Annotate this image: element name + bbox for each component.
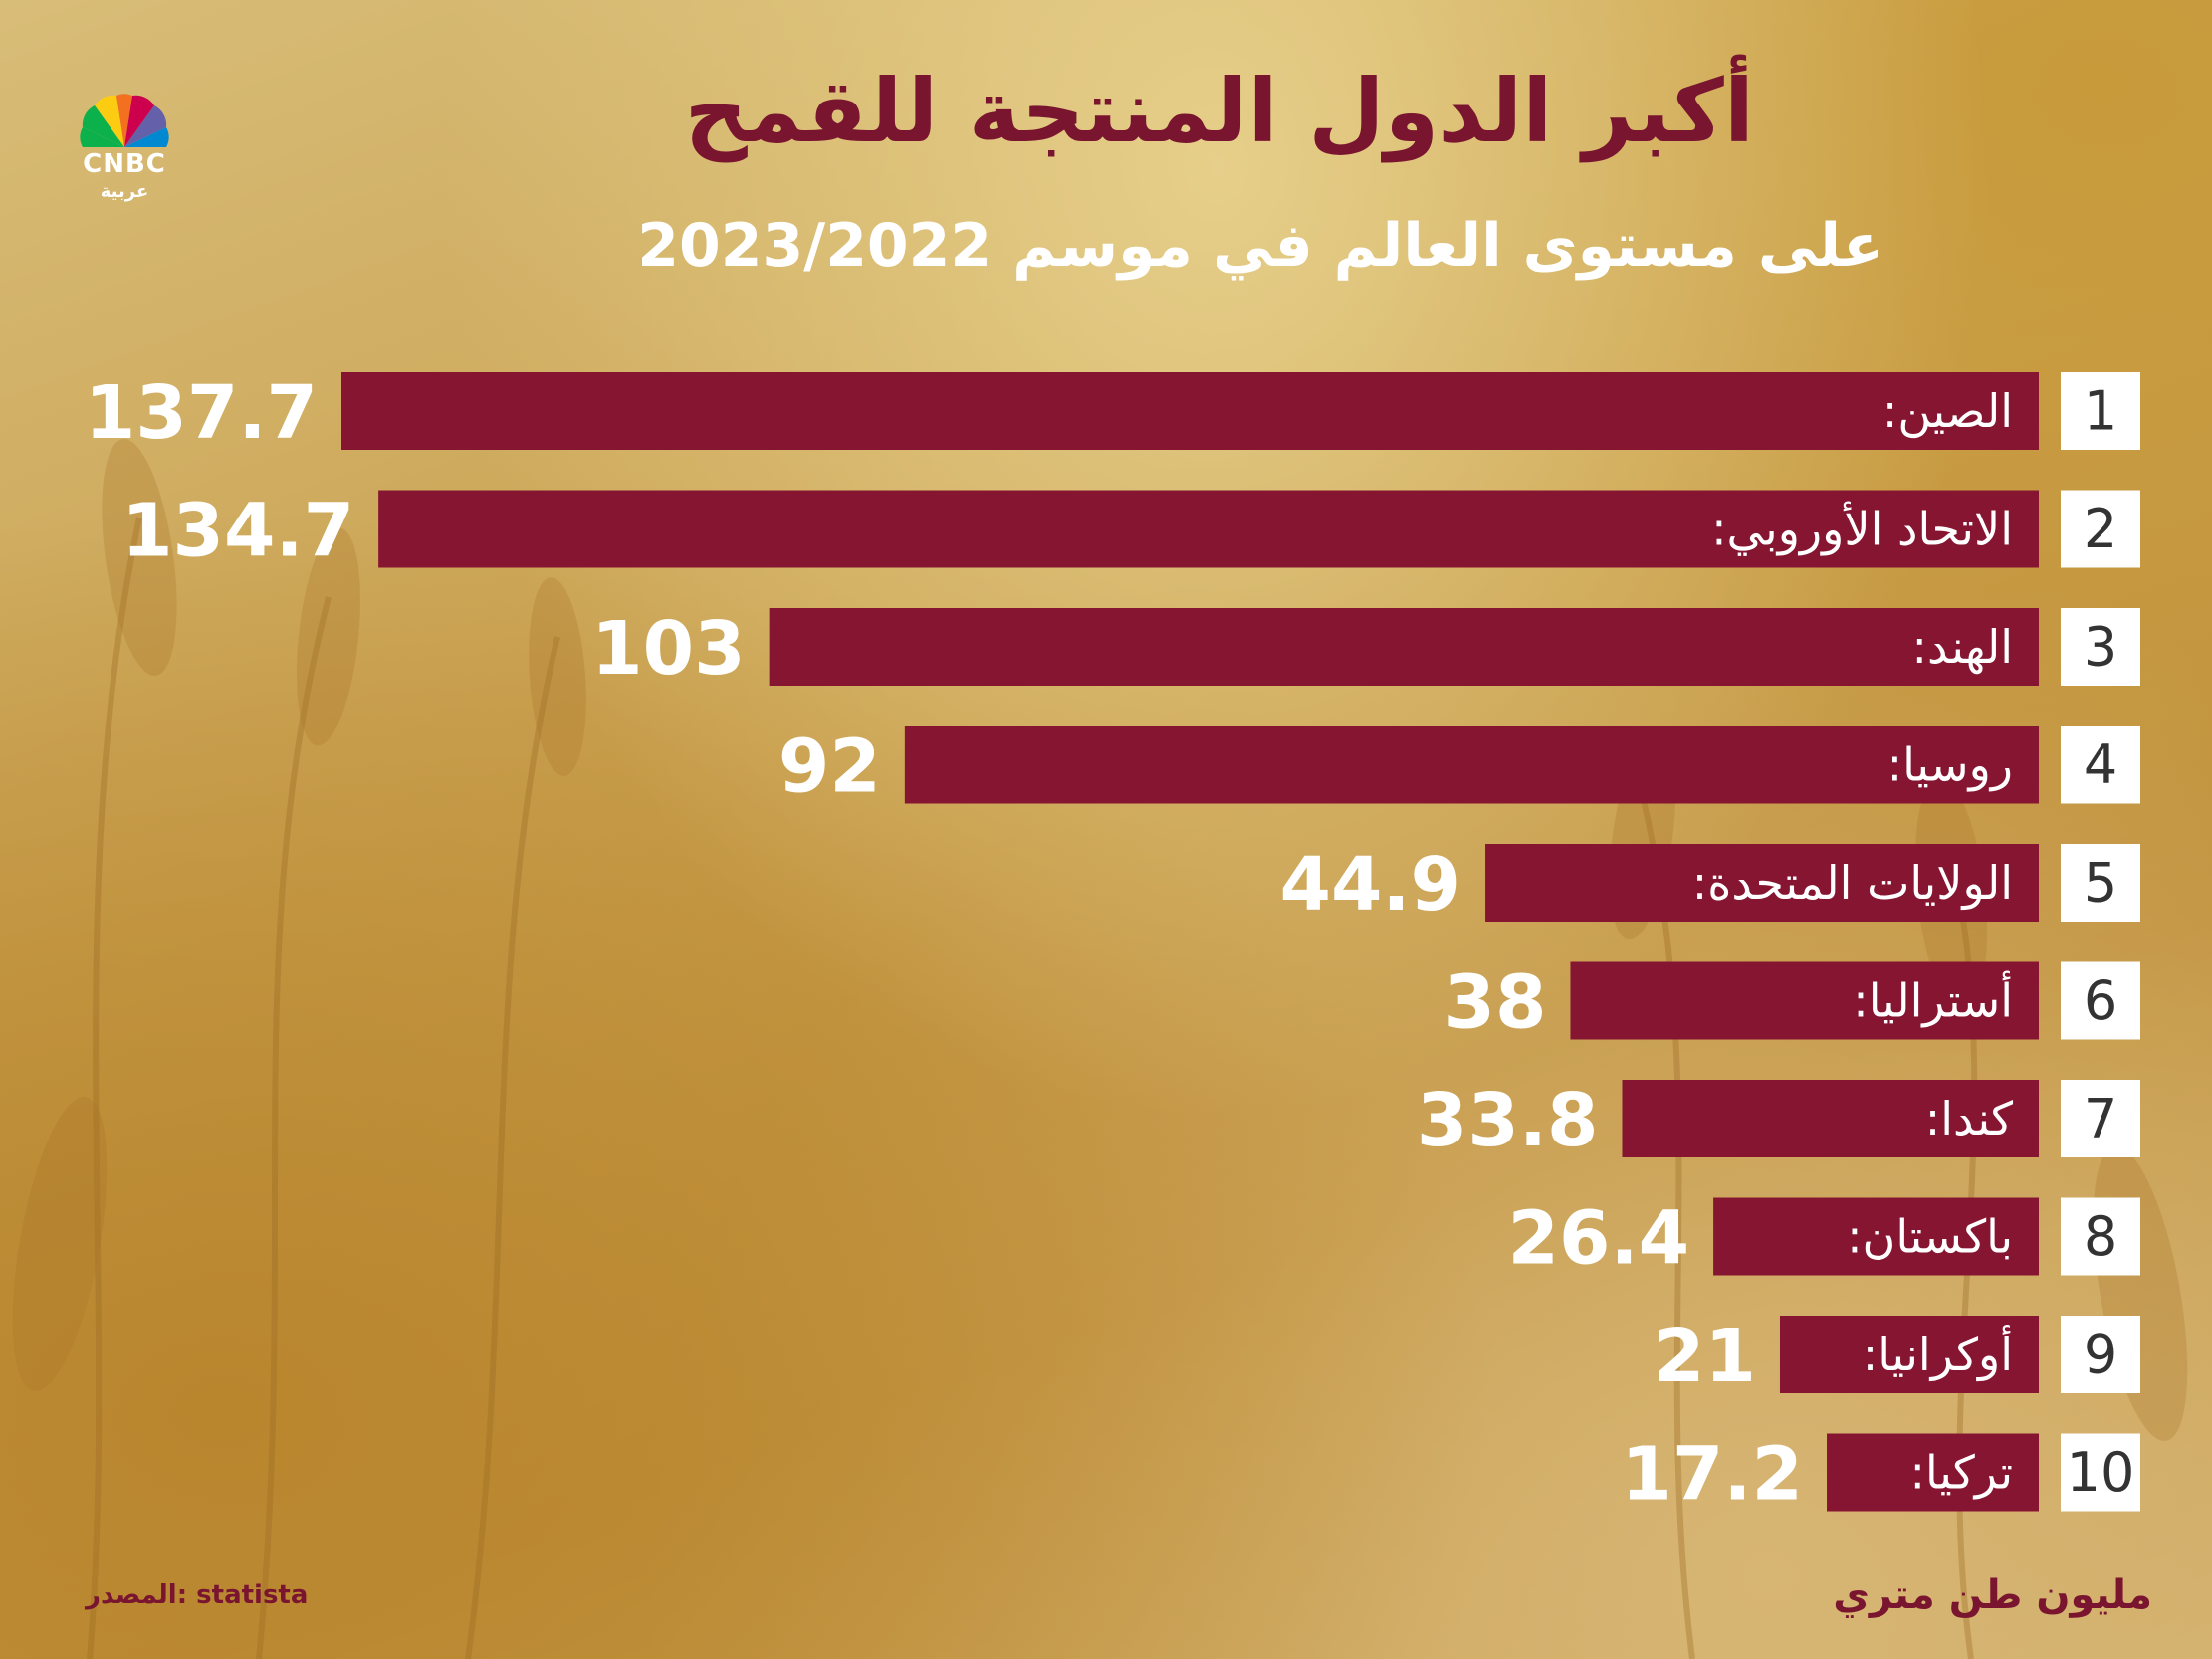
- category-label: باكستان:: [1847, 1210, 2013, 1264]
- value-label: 26.4: [1508, 1196, 1690, 1282]
- cnbc-peacock-logo: [80, 94, 169, 147]
- value-label: 17.2: [1621, 1432, 1803, 1518]
- bar: [1827, 1433, 2039, 1512]
- bar: [1779, 1316, 2039, 1393]
- category-label: الولايات المتحدة:: [1692, 856, 2013, 911]
- rank-number: 9: [2084, 1324, 2117, 1386]
- rank-number: 8: [2084, 1205, 2117, 1268]
- rank-number: 5: [2084, 852, 2117, 915]
- category-label: الهند:: [1911, 620, 2013, 674]
- rank-number: 1: [2084, 380, 2117, 443]
- value-label: 33.8: [1417, 1078, 1599, 1163]
- rank-number: 10: [2067, 1441, 2135, 1504]
- bar: [904, 726, 2039, 804]
- rank-box: [2061, 726, 2140, 804]
- rank-box: [2061, 372, 2140, 450]
- category-label: تركيا:: [1910, 1446, 2013, 1501]
- category-label: أوكرانيا:: [1863, 1325, 2013, 1382]
- rank-number: 2: [2084, 498, 2117, 560]
- source-label: المصدر: statista: [86, 1580, 309, 1610]
- bar: [769, 608, 2039, 686]
- category-label: الاتحاد الأوروبي:: [1711, 501, 2013, 557]
- category-label: كندا:: [1925, 1092, 2013, 1145]
- value-label: 137.7: [85, 370, 318, 456]
- rank-box: [2061, 608, 2140, 686]
- bar: [1622, 1080, 2039, 1157]
- value-label: 38: [1444, 960, 1547, 1046]
- rank-number: 7: [2084, 1088, 2117, 1150]
- bar: [341, 372, 2039, 450]
- rank-number: 4: [2084, 733, 2117, 796]
- bar: [1485, 844, 2039, 922]
- category-label: الصين:: [1882, 384, 2013, 439]
- rank-number: 3: [2084, 616, 2117, 679]
- rank-box: [2061, 844, 2140, 922]
- bar: [378, 490, 2039, 568]
- rank-box: [2061, 1316, 2140, 1393]
- category-label: أستراليا:: [1853, 971, 2013, 1029]
- value-label: 44.9: [1279, 842, 1461, 928]
- logo-subtitle: عربية: [100, 181, 149, 202]
- value-label: 92: [778, 725, 881, 810]
- logo-wordmark: CNBC: [83, 149, 166, 179]
- rank-box: [2061, 961, 2140, 1040]
- bar: [1570, 961, 2039, 1040]
- rank-number: 6: [2084, 969, 2117, 1032]
- page-subtitle: على مستوى العالم في موسم 2023/2022: [637, 211, 1883, 281]
- rank-box: [2061, 490, 2140, 568]
- category-label: روسيا:: [1887, 738, 2013, 793]
- unit-label: مليون طن متري: [1833, 1572, 2152, 1618]
- page-title: أكبر الدول المنتجة للقمح: [684, 60, 1754, 162]
- value-label: 21: [1654, 1314, 1756, 1399]
- rank-box: [2061, 1197, 2140, 1276]
- value-label: 134.7: [121, 489, 354, 574]
- value-label: 103: [591, 606, 745, 692]
- rank-box: [2061, 1433, 2140, 1512]
- bar: [1713, 1197, 2039, 1276]
- rank-box: [2061, 1080, 2140, 1157]
